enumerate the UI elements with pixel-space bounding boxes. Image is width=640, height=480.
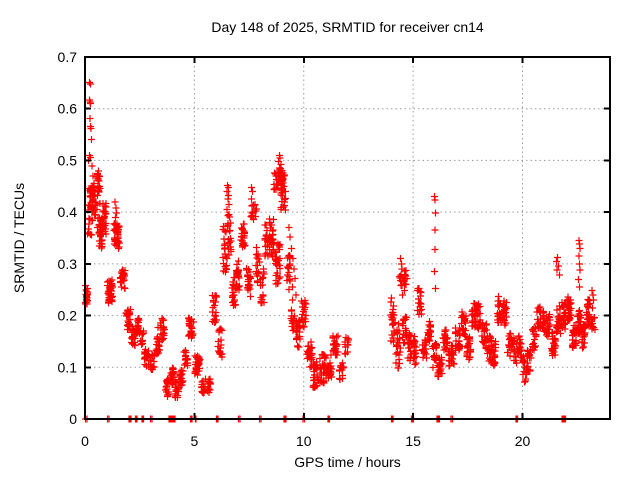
chart-title: Day 148 of 2025, SRMTID for receiver cn1… <box>211 19 484 35</box>
svg-text:20: 20 <box>515 433 531 449</box>
svg-text:0.1: 0.1 <box>58 359 78 375</box>
svg-text:15: 15 <box>405 433 421 449</box>
svg-text:0.4: 0.4 <box>58 204 78 220</box>
svg-text:0.3: 0.3 <box>58 256 78 272</box>
svg-text:0: 0 <box>69 411 77 427</box>
tick-marks <box>84 56 610 420</box>
gridlines <box>85 57 610 419</box>
svg-text:0.5: 0.5 <box>58 152 78 168</box>
svg-text:0: 0 <box>81 433 89 449</box>
y-tick-labels: 0 0.1 0.2 0.3 0.4 0.5 0.6 0.7 <box>58 49 78 427</box>
svg-text:10: 10 <box>296 433 312 449</box>
scatter-points <box>82 79 599 423</box>
x-axis-title: GPS time / hours <box>294 454 401 470</box>
svg-text:5: 5 <box>190 433 198 449</box>
x-tick-labels: 0 5 10 15 20 <box>81 433 530 449</box>
svg-text:0.6: 0.6 <box>58 101 78 117</box>
svg-text:0.7: 0.7 <box>58 49 78 65</box>
svg-text:0.2: 0.2 <box>58 308 78 324</box>
plot-border <box>84 56 611 420</box>
